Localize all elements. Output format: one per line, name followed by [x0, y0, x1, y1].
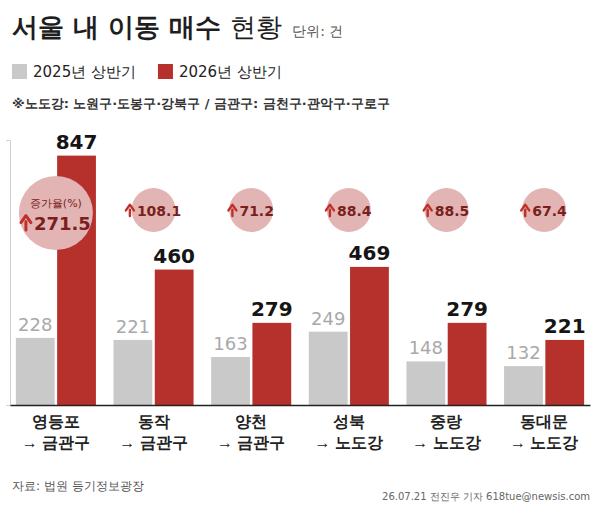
badge-circle: [522, 188, 566, 232]
legend-label: 2026년 상반기: [179, 63, 282, 81]
data-label: 469: [349, 241, 391, 265]
bar: [504, 366, 543, 405]
growth-value: 88.5: [435, 203, 470, 219]
growth-arrow: [521, 205, 529, 216]
data-label: 279: [446, 297, 488, 321]
bar: [16, 338, 55, 405]
data-label: 249: [311, 308, 345, 329]
bar: [155, 270, 194, 405]
growth-badge: 88.4: [326, 188, 372, 232]
x-axis-line: [11, 405, 591, 407]
badge-circle: [424, 188, 468, 232]
data-label: 148: [409, 337, 443, 358]
source: 자료: 법원 등기정보광장: [12, 479, 144, 493]
unit-note: 단위: 건: [292, 23, 343, 39]
x-tick-label: 영등포→ 금관구: [22, 413, 90, 451]
y-tick-mark: [6, 405, 10, 406]
bar: [545, 340, 584, 405]
data-labels: 228 221 163 249 148 132 847 460 279 469 279 221: [18, 130, 586, 364]
legend-item: 2025년 상반기: [12, 63, 136, 81]
note: ※노도강: 노원구·도봉구·강북구 / 금관구: 금천구·관악구·구로구: [12, 96, 390, 111]
x-tick-label: 성북→ 노도강: [315, 413, 383, 451]
data-label: 228: [18, 314, 52, 335]
chart: 서울 내 이동 매수 현황 단위: 건 2025년 상반기 2026년 상반기 ※노도강…: [0, 0, 600, 507]
data-label: 221: [544, 314, 586, 338]
growth-badge: 증가율(%) 271.5: [19, 176, 93, 250]
growth-value: 71.2: [239, 203, 274, 219]
growth-badge: 88.5: [424, 188, 470, 232]
growth-value: 271.5: [34, 213, 91, 234]
bar: [406, 361, 445, 405]
legend-swatch: [12, 64, 27, 79]
badge-circle: [229, 188, 273, 232]
growth-arrow: [326, 205, 334, 216]
growth-value: 67.4: [532, 203, 567, 219]
legend-swatch: [158, 64, 173, 79]
legend-label: 2025년 상반기: [33, 63, 136, 81]
y-tick: [6, 405, 10, 406]
growth-badge: 108.1: [126, 188, 181, 232]
bars: [16, 156, 584, 405]
x-tick: 동대문→ 노도강: [510, 413, 578, 451]
growth-badges: 증가율(%) 271.5 108.1 71.2 88.4 88.5 67.4: [19, 176, 567, 250]
bar: [252, 323, 291, 405]
bar: [309, 332, 348, 405]
bar: [448, 323, 487, 405]
data-label: 460: [153, 244, 195, 268]
title: 서울 내 이동 매수 현황: [12, 12, 282, 42]
data-label: 279: [251, 297, 293, 321]
growth-arrow: [21, 216, 31, 230]
y-axis-line: [6, 141, 11, 406]
x-tick-label: 양천→ 금관구: [217, 413, 285, 451]
growth-label: 증가율(%): [30, 197, 82, 210]
growth-value: 88.4: [337, 203, 372, 219]
data-label: 221: [116, 316, 150, 337]
badge-circle: [19, 176, 93, 250]
x-axis: 영등포→ 금관구 동작→ 금관구 양천→ 금관구 성북→ 노도강 중랑→ 노도강 동대문→…: [11, 406, 591, 452]
growth-arrow: [424, 205, 432, 216]
data-label: 847: [56, 130, 98, 154]
growth-badge: 71.2: [228, 188, 274, 232]
bar: [114, 340, 153, 405]
growth-arrow: [228, 205, 236, 216]
bar: [350, 267, 389, 405]
x-tick: 동작→ 금관구: [119, 413, 187, 451]
x-tick: 양천→ 금관구: [217, 413, 285, 451]
x-tick-label: 동작→ 금관구: [119, 413, 187, 451]
legend-item: 2026년 상반기: [158, 63, 282, 81]
data-label: 132: [506, 342, 540, 363]
growth-arrow: [126, 205, 134, 216]
credit: 26.07.21 전진우 기자 618tue@newsis.com: [382, 491, 590, 502]
x-tick: 성북→ 노도강: [315, 413, 383, 451]
badge-circle: [327, 188, 371, 232]
data-label: 163: [213, 333, 247, 354]
x-tick: 중랑→ 노도강: [412, 413, 480, 451]
growth-badge: 67.4: [521, 188, 567, 232]
y-axis: [6, 141, 11, 406]
x-tick-label: 동대문→ 노도강: [510, 413, 578, 451]
growth-value: 108.1: [137, 203, 181, 219]
x-tick: 영등포→ 금관구: [22, 413, 90, 451]
bar: [211, 357, 250, 405]
x-tick-label: 중랑→ 노도강: [412, 413, 480, 451]
